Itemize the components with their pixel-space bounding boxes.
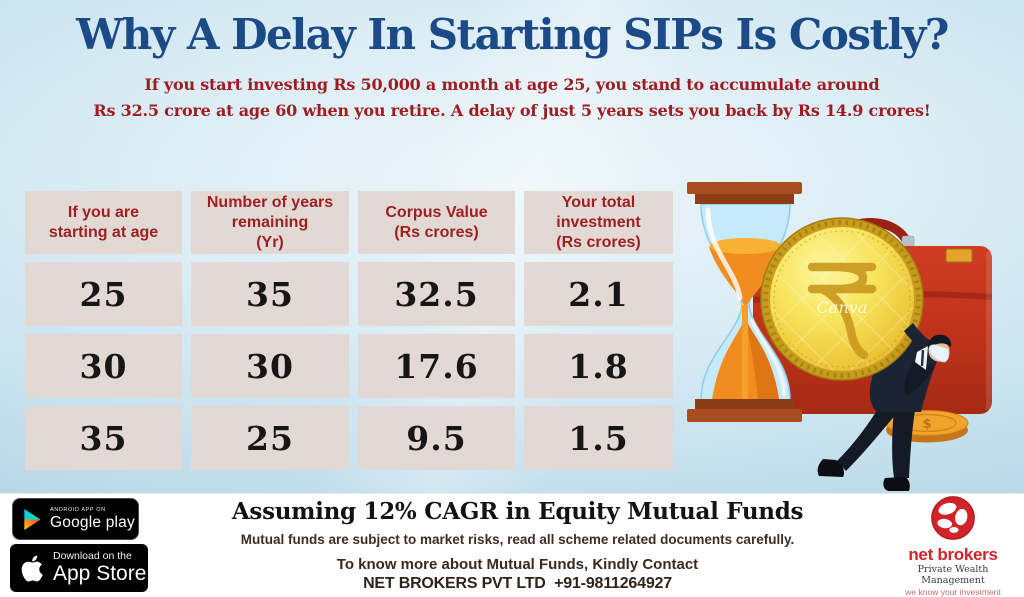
brand-logo: net brokers Private Wealth Management we… bbox=[894, 495, 1012, 597]
company-phone-text: NET BROKERS PVT LTD +91-9811264927 bbox=[363, 575, 672, 592]
value-cell: 2.1 bbox=[524, 262, 673, 326]
header-cell-years: Number of years remaining (Yr) bbox=[191, 191, 349, 254]
subtitle: If you start investing Rs 50,000 a month… bbox=[0, 72, 1024, 124]
value-cell: 9.5 bbox=[358, 406, 515, 470]
header-cell-corpus: Corpus Value (Rs crores) bbox=[358, 191, 515, 254]
header-label: Number of years remaining (Yr) bbox=[206, 193, 334, 251]
google-play-badge[interactable]: ANDROID APP ON Google play bbox=[12, 498, 139, 540]
brand-tagline-slogan: we know your investment needs bbox=[905, 587, 1001, 597]
header-label: Your total investment (Rs crores) bbox=[556, 193, 641, 251]
face-mask bbox=[928, 344, 950, 363]
value-cell: 1.5 bbox=[524, 406, 673, 470]
header-cell-investment: Your total investment (Rs crores) bbox=[524, 191, 673, 254]
value-cell: 17.6 bbox=[358, 334, 515, 398]
app-store-badge[interactable]: Download on the App Store bbox=[10, 544, 148, 592]
subtitle-line-1: If you start investing Rs 50,000 a month… bbox=[144, 75, 880, 94]
value-cell: 25 bbox=[25, 262, 182, 326]
masked-man-front bbox=[904, 323, 952, 396]
apple-icon bbox=[21, 555, 43, 582]
app-store-label: App Store bbox=[53, 562, 147, 585]
contact-text: To know more about Mutual Funds, Kindly … bbox=[336, 556, 699, 573]
value-cell: 35 bbox=[191, 262, 349, 326]
assumption-heading: Assuming 12% CAGR in Equity Mutual Funds bbox=[231, 498, 804, 525]
value-cell: 35 bbox=[25, 406, 182, 470]
google-play-icon bbox=[24, 508, 41, 530]
value-cell: 30 bbox=[25, 334, 182, 398]
sip-table: If you are starting at age Number of yea… bbox=[25, 191, 673, 470]
footer-text-block: Assuming 12% CAGR in Equity Mutual Funds… bbox=[165, 497, 870, 593]
value-cell: 25 bbox=[191, 406, 349, 470]
rupee-coin-icon: Canva bbox=[760, 217, 924, 381]
brand-tagline-wealth: Private Wealth Management bbox=[917, 564, 989, 586]
value-cell: 30 bbox=[191, 334, 349, 398]
dollar-symbol: $ bbox=[922, 417, 931, 432]
brand-name: net brokers bbox=[908, 545, 998, 564]
main-title: Why A Delay In Starting SIPs Is Costly? bbox=[76, 10, 949, 59]
header-label: If you are starting at age bbox=[48, 203, 159, 241]
google-play-tagline: ANDROID APP ON bbox=[50, 506, 106, 513]
google-play-label: Google play bbox=[50, 513, 135, 531]
disclaimer-text: Mutual funds are subject to market risks… bbox=[240, 532, 795, 547]
header-label: Corpus Value (Rs crores) bbox=[385, 203, 488, 241]
value-cell: 32.5 bbox=[358, 262, 515, 326]
hourglass-icon bbox=[687, 182, 802, 422]
subtitle-line-2: Rs 32.5 crore at age 60 when you retire.… bbox=[93, 101, 931, 120]
footer: ANDROID APP ON Google play Download on t… bbox=[0, 493, 1024, 597]
sip-illustration: $ Canva bbox=[687, 182, 992, 491]
value-cell: 1.8 bbox=[524, 334, 673, 398]
rupee-symbol bbox=[807, 262, 877, 360]
canva-watermark: Canva bbox=[817, 298, 868, 317]
app-store-tagline: Download on the bbox=[53, 550, 132, 562]
header-cell-age: If you are starting at age bbox=[25, 191, 182, 254]
globe-icon bbox=[931, 496, 975, 540]
